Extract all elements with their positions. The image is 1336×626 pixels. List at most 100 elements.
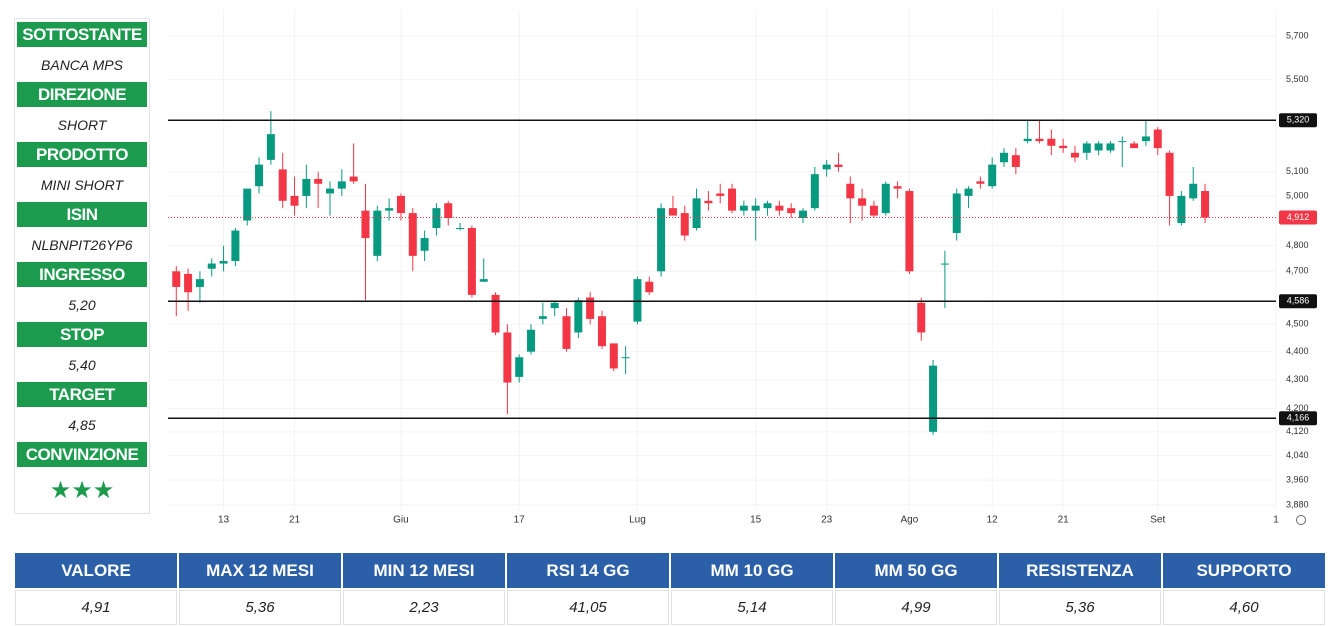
panel-value: SHORT: [57, 117, 107, 133]
candle-body: [515, 357, 524, 377]
info-panel: SOTTOSTANTE BANCA MPS DIREZIONE SHORT PRODOT…: [14, 18, 150, 514]
candle-body: [787, 208, 796, 214]
candle-body: [988, 164, 997, 187]
panel-label: SOTTOSTANTE: [17, 22, 147, 47]
candle-body: [917, 302, 926, 333]
panel-value: ★★★: [49, 477, 115, 504]
candle-body: [503, 332, 512, 383]
y-tick-label: 4,200: [1286, 403, 1309, 413]
candle-body: [266, 134, 275, 160]
candle-body: [858, 198, 867, 206]
panel-value: 5,40: [68, 357, 96, 373]
candle-body: [1011, 155, 1020, 168]
candle-body: [195, 279, 204, 287]
candle-body: [751, 205, 760, 211]
candle-body: [302, 178, 311, 196]
candle-body: [1118, 141, 1127, 143]
candle-body: [1130, 143, 1139, 149]
panel-value: NLBNPIT26YP6: [31, 237, 133, 253]
candle-body: [881, 183, 890, 214]
y-tick-label: 4,800: [1286, 240, 1309, 250]
candle-body: [574, 300, 583, 333]
panel-value: 5,20: [68, 297, 96, 313]
y-tick-label: 4,700: [1286, 266, 1309, 276]
level-tag: [1279, 294, 1317, 309]
candle-body: [940, 263, 949, 265]
candle-body: [479, 279, 488, 282]
table-cell: 5,14: [671, 590, 833, 625]
y-tick-label: 5,100: [1286, 166, 1309, 176]
candle-body: [373, 210, 382, 256]
table-cell: 4,60: [1163, 590, 1325, 625]
candle-body: [550, 302, 559, 309]
candle-body: [184, 273, 193, 293]
y-tick-label: 4,120: [1286, 426, 1309, 436]
candle-body: [905, 191, 914, 272]
candle-body: [1165, 152, 1174, 196]
x-tick-label: Set: [1150, 515, 1165, 526]
candle-body: [538, 316, 547, 319]
candle-body: [349, 176, 358, 182]
table-cell: 4,91: [15, 590, 177, 625]
table-cell: 5,36: [999, 590, 1161, 625]
y-tick-label: 4,300: [1286, 374, 1309, 384]
table-header: RSI 14 GG: [507, 553, 669, 588]
candle-body: [467, 228, 476, 295]
candle-body: [432, 208, 441, 229]
panel-value: MINI SHORT: [40, 177, 124, 193]
candle-body: [1141, 136, 1150, 142]
candle-body: [326, 188, 335, 194]
level-tag: [1279, 113, 1317, 128]
table-header: RESISTENZA: [999, 553, 1161, 588]
candle-body: [491, 294, 500, 333]
table-cell: 41,05: [507, 590, 669, 625]
candle-body: [337, 181, 346, 189]
candle-body: [976, 181, 985, 184]
candle-body: [692, 198, 701, 229]
candle-body: [1106, 143, 1115, 151]
candle-body: [444, 203, 453, 219]
candle-body: [728, 188, 737, 211]
candle-body: [527, 329, 536, 352]
candle-body: [704, 200, 713, 204]
y-tick-label: 5,500: [1286, 74, 1309, 84]
x-tick-label: 21: [1058, 515, 1070, 526]
candle-body: [207, 263, 216, 269]
candle-body: [929, 365, 938, 432]
candle-body: [680, 213, 689, 236]
candle-body: [668, 208, 677, 216]
candle-body: [775, 205, 784, 211]
candle-body: [1059, 145, 1068, 149]
panel-label: CONVINZIONE: [17, 442, 147, 467]
candle-body: [1082, 143, 1091, 153]
table-header: MIN 12 MESI: [343, 553, 505, 588]
x-tick-label: Ago: [901, 515, 919, 526]
candle-body: [822, 164, 831, 170]
candle-body: [456, 228, 465, 230]
candle-body: [255, 164, 264, 187]
candle-body: [314, 178, 323, 184]
candle-body: [1000, 152, 1009, 163]
level-label: 4,166: [1287, 413, 1310, 423]
candle-body: [219, 260, 228, 264]
candle-body: [361, 210, 370, 239]
candle-body: [1177, 195, 1186, 224]
y-tick-label: 4,400: [1286, 346, 1309, 356]
candle-body: [1023, 138, 1032, 142]
candle-body: [278, 169, 287, 201]
panel-value: 4,85: [68, 417, 96, 433]
candle-body: [408, 213, 417, 256]
candle-body: [385, 208, 394, 211]
candle-body: [231, 230, 240, 261]
candle-body: [609, 343, 618, 369]
panel-label: ISIN: [17, 202, 147, 227]
table-cell: 4,99: [835, 590, 997, 625]
candle-body: [1070, 152, 1079, 158]
table-header: SUPPORTO: [1163, 553, 1325, 588]
candle-body: [657, 208, 666, 272]
x-tick-label: 1: [1273, 515, 1279, 526]
x-tick-label: Giu: [393, 515, 409, 526]
candle-body: [597, 316, 606, 347]
panel-label: TARGET: [17, 382, 147, 407]
